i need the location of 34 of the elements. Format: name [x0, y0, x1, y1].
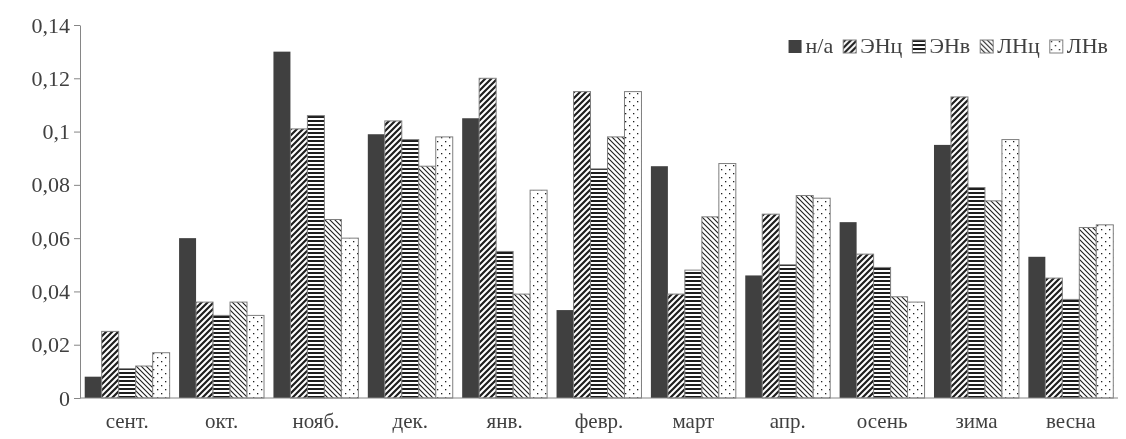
bar [179, 238, 197, 398]
y-tick-label: 0 [59, 385, 70, 411]
y-tick-label: 0,12 [31, 65, 70, 91]
legend-label: ЛНв [1066, 33, 1108, 58]
x-tick-label: весна [1046, 409, 1097, 434]
y-tick-label: 0,1 [42, 119, 70, 145]
bar [745, 275, 763, 398]
y-tick-label: 0,02 [31, 332, 70, 358]
x-tick-label: февр. [574, 409, 624, 434]
x-tick-label: нояб. [292, 409, 340, 434]
bar [1028, 256, 1046, 398]
legend-label: ЭНв [929, 33, 971, 58]
bar [933, 144, 951, 398]
bar [462, 118, 480, 398]
y-tick-label: 0,14 [31, 12, 70, 38]
x-tick-label: осень [856, 409, 908, 434]
bar [839, 222, 857, 398]
legend-label: ЭНц [860, 33, 903, 58]
x-tick-label: окт. [204, 409, 239, 434]
x-tick-label: сент. [105, 409, 149, 434]
y-tick-label: 0,08 [31, 172, 70, 198]
x-tick-label: дек. [392, 409, 429, 434]
x-tick-label: март [672, 409, 715, 434]
bar [367, 134, 385, 398]
x-tick-label: апр. [769, 409, 806, 434]
y-tick-label: 0,06 [31, 225, 70, 251]
legend-label: ЛНц [997, 33, 1041, 58]
bar [650, 166, 668, 398]
legend-label: н/а [805, 33, 834, 58]
bar [556, 310, 574, 398]
y-tick-label: 0,04 [31, 278, 70, 304]
x-tick-label: янв. [486, 409, 523, 434]
x-tick-label: зима [955, 409, 999, 434]
bar [273, 51, 291, 398]
